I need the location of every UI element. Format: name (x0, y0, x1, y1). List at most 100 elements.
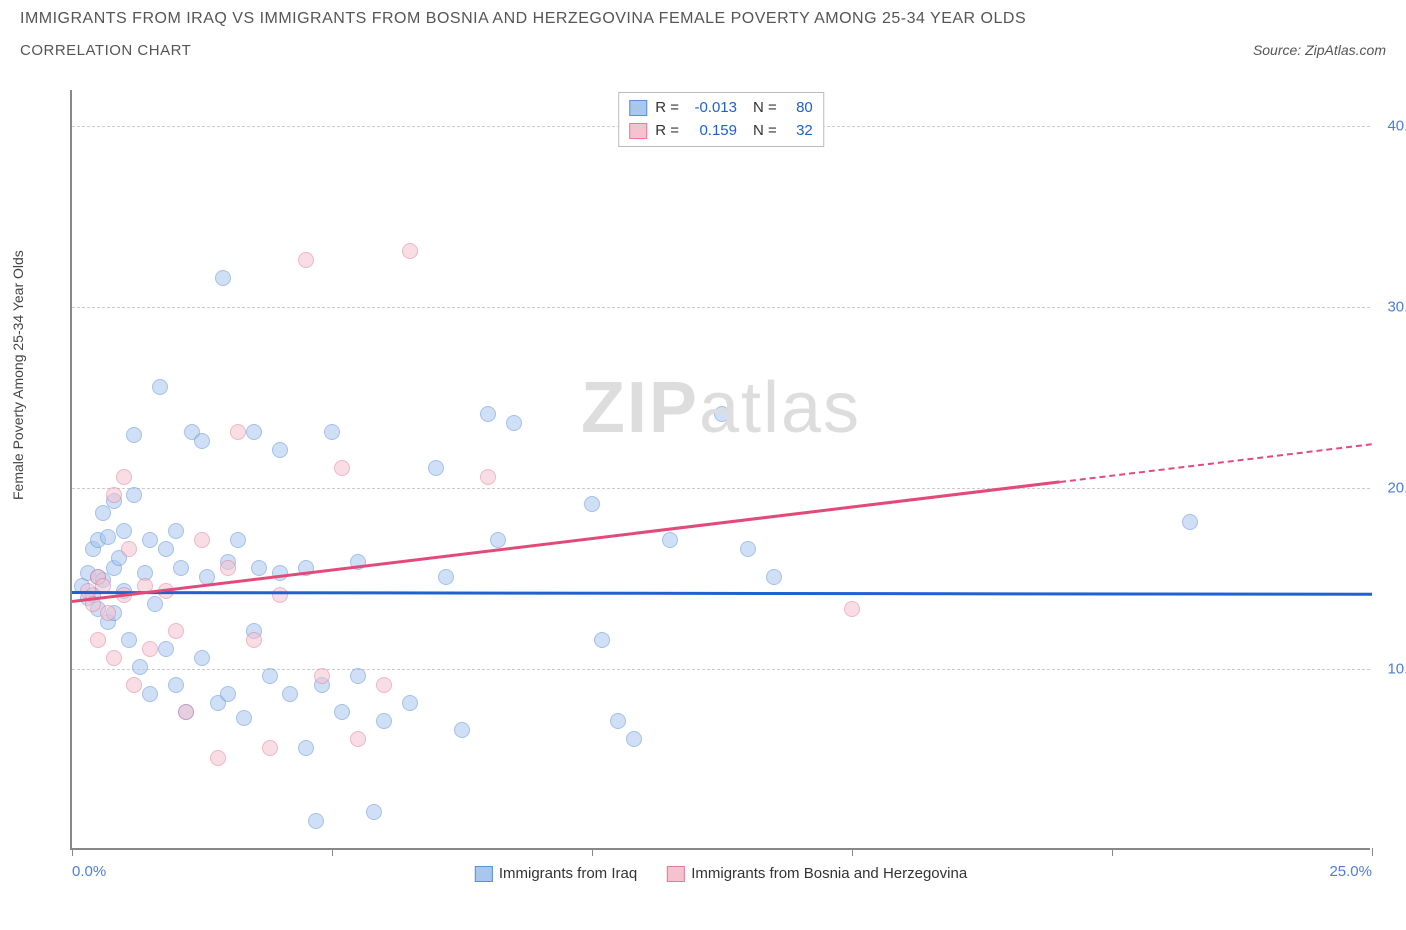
scatter-point (610, 713, 626, 729)
scatter-point (366, 804, 382, 820)
x-tick (332, 848, 333, 856)
legend-swatch (475, 866, 493, 882)
scatter-point (272, 442, 288, 458)
scatter-point (236, 710, 252, 726)
scatter-point (126, 427, 142, 443)
legend-stats-row: R =0.159N =32 (629, 120, 813, 143)
scatter-point (178, 704, 194, 720)
legend-swatch (667, 866, 685, 882)
scatter-point (220, 686, 236, 702)
scatter-point (298, 740, 314, 756)
x-tick-label: 0.0% (72, 863, 106, 880)
legend-r-label: R = (655, 97, 679, 120)
scatter-point (230, 532, 246, 548)
gridline (72, 307, 1370, 308)
scatter-point (350, 731, 366, 747)
scatter-point (262, 668, 278, 684)
scatter-point (220, 560, 236, 576)
scatter-point (626, 731, 642, 747)
legend-stats: R =-0.013N =80R =0.159N =32 (618, 92, 824, 147)
scatter-point (308, 813, 324, 829)
legend-r-label: R = (655, 120, 679, 143)
scatter-point (246, 632, 262, 648)
scatter-point (272, 587, 288, 603)
scatter-point (376, 713, 392, 729)
chart-container: Female Poverty Among 25-34 Year Olds ZIP… (20, 80, 1386, 910)
legend-n-value: 32 (785, 120, 813, 143)
scatter-point (152, 379, 168, 395)
gridline (72, 488, 1370, 489)
scatter-point (230, 424, 246, 440)
scatter-point (126, 487, 142, 503)
plot-area: ZIPatlas R =-0.013N =80R =0.159N =32 Imm… (70, 90, 1370, 850)
scatter-point (480, 469, 496, 485)
scatter-point (662, 532, 678, 548)
legend-swatch (629, 100, 647, 116)
scatter-point (168, 677, 184, 693)
legend-series: Immigrants from Iraq Immigrants from Bosn… (475, 865, 967, 882)
x-tick (852, 848, 853, 856)
scatter-point (376, 677, 392, 693)
scatter-point (106, 650, 122, 666)
scatter-point (246, 424, 262, 440)
scatter-point (100, 605, 116, 621)
scatter-point (438, 569, 454, 585)
scatter-point (194, 532, 210, 548)
scatter-point (428, 460, 444, 476)
scatter-point (210, 750, 226, 766)
scatter-point (402, 695, 418, 711)
scatter-point (334, 460, 350, 476)
scatter-point (215, 270, 231, 286)
y-axis-label: Female Poverty Among 25-34 Year Olds (10, 250, 26, 500)
scatter-point (168, 523, 184, 539)
trend-line (72, 481, 1060, 603)
scatter-point (132, 659, 148, 675)
scatter-point (121, 632, 137, 648)
scatter-point (116, 469, 132, 485)
scatter-point (90, 632, 106, 648)
scatter-point (173, 560, 189, 576)
scatter-point (490, 532, 506, 548)
scatter-point (106, 487, 122, 503)
legend-n-label: N = (753, 97, 777, 120)
scatter-point (194, 650, 210, 666)
scatter-point (714, 406, 730, 422)
scatter-point (142, 641, 158, 657)
legend-r-value: -0.013 (687, 97, 737, 120)
trend-line (72, 591, 1372, 595)
legend-n-label: N = (753, 120, 777, 143)
scatter-point (298, 252, 314, 268)
scatter-point (116, 523, 132, 539)
x-tick-label: 25.0% (1329, 863, 1372, 880)
scatter-point (147, 596, 163, 612)
scatter-point (194, 433, 210, 449)
scatter-point (95, 505, 111, 521)
y-tick-label: 30.0% (1387, 299, 1406, 316)
scatter-point (272, 565, 288, 581)
scatter-point (142, 686, 158, 702)
scatter-point (402, 243, 418, 259)
scatter-point (454, 722, 470, 738)
scatter-point (314, 668, 330, 684)
trend-line-dashed (1060, 443, 1372, 483)
scatter-point (158, 641, 174, 657)
scatter-point (844, 601, 860, 617)
scatter-point (594, 632, 610, 648)
scatter-point (282, 686, 298, 702)
scatter-point (334, 704, 350, 720)
scatter-point (262, 740, 278, 756)
legend-stats-row: R = -0.013 N = 80 (629, 97, 813, 120)
y-tick-label: 10.0% (1387, 661, 1406, 678)
legend-series-label: Immigrants from Bosnia and Herzegovina (691, 865, 967, 882)
scatter-point (168, 623, 184, 639)
source-label: Source: ZipAtlas.com (1253, 42, 1386, 58)
scatter-point (480, 406, 496, 422)
scatter-point (324, 424, 340, 440)
chart-subtitle: CORRELATION CHART (20, 42, 191, 59)
x-tick (72, 848, 73, 856)
legend-n-value: 80 (785, 97, 813, 120)
scatter-point (506, 415, 522, 431)
legend-series-label: Immigrants from Iraq (499, 865, 637, 882)
scatter-point (584, 496, 600, 512)
scatter-point (1182, 514, 1198, 530)
